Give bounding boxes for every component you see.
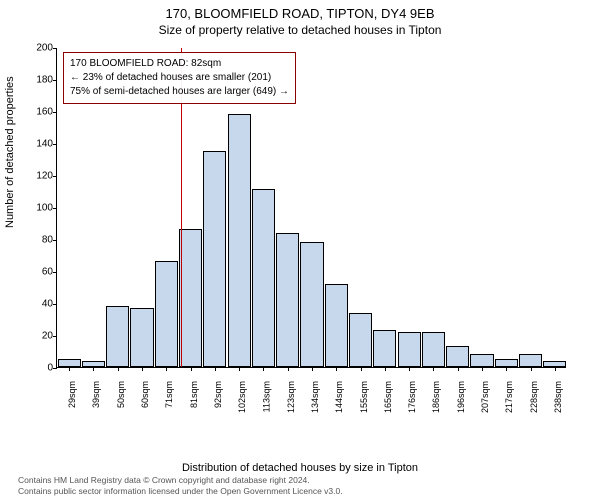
x-tick-mark xyxy=(506,367,507,371)
y-tick-label: 20 xyxy=(25,331,53,342)
x-axis-label: Distribution of detached houses by size … xyxy=(0,462,600,474)
y-tick-mark xyxy=(53,144,57,145)
histogram-bar xyxy=(422,332,445,367)
x-tick-mark xyxy=(482,367,483,371)
y-tick-mark xyxy=(53,208,57,209)
y-tick-label: 200 xyxy=(25,43,53,54)
y-tick-label: 120 xyxy=(25,171,53,182)
x-tick-mark xyxy=(93,367,94,371)
x-tick-label: 29sqm xyxy=(67,381,77,408)
x-tick-label: 217sqm xyxy=(504,381,514,413)
x-tick-label: 113sqm xyxy=(261,381,271,412)
x-tick-label: 228sqm xyxy=(529,381,539,413)
x-tick-mark xyxy=(239,367,240,371)
histogram-bar xyxy=(349,313,372,367)
x-tick-mark xyxy=(288,367,289,371)
plot-area: 02040608010012014016018020029sqm39sqm50s… xyxy=(56,48,566,368)
x-tick-mark xyxy=(118,367,119,371)
x-tick-mark xyxy=(263,367,264,371)
x-tick-label: 60sqm xyxy=(140,381,150,408)
y-tick-mark xyxy=(53,368,57,369)
x-tick-mark xyxy=(336,367,337,371)
y-tick-label: 160 xyxy=(25,107,53,118)
histogram-bar xyxy=(106,306,129,367)
x-tick-mark xyxy=(69,367,70,371)
x-tick-label: 165sqm xyxy=(383,381,393,413)
footer-line-1: Contains HM Land Registry data © Crown c… xyxy=(18,475,343,486)
footer-attribution: Contains HM Land Registry data © Crown c… xyxy=(18,475,343,497)
y-tick-mark xyxy=(53,48,57,49)
x-tick-mark xyxy=(166,367,167,371)
y-tick-mark xyxy=(53,112,57,113)
x-tick-label: 144sqm xyxy=(334,381,344,413)
y-tick-mark xyxy=(53,240,57,241)
info-box-line: 170 BLOOMFIELD ROAD: 82sqm xyxy=(70,57,289,71)
y-tick-mark xyxy=(53,80,57,81)
x-tick-label: 196sqm xyxy=(456,381,466,413)
x-tick-label: 155sqm xyxy=(359,381,369,413)
x-tick-label: 92sqm xyxy=(213,381,223,408)
x-tick-label: 123sqm xyxy=(286,381,296,413)
y-tick-mark xyxy=(53,272,57,273)
histogram-bar xyxy=(373,330,396,367)
x-tick-mark xyxy=(142,367,143,371)
histogram-bar xyxy=(446,346,469,367)
page-title: 170, BLOOMFIELD ROAD, TIPTON, DY4 9EB xyxy=(0,0,600,21)
histogram-bar xyxy=(252,189,275,367)
x-tick-mark xyxy=(385,367,386,371)
x-tick-label: 102sqm xyxy=(237,381,247,413)
histogram-bar xyxy=(203,151,226,367)
y-tick-label: 100 xyxy=(25,203,53,214)
x-tick-label: 176sqm xyxy=(407,381,417,413)
x-tick-label: 50sqm xyxy=(116,381,126,408)
page-subtitle: Size of property relative to detached ho… xyxy=(0,21,600,37)
x-tick-mark xyxy=(409,367,410,371)
info-box-line: ← 23% of detached houses are smaller (20… xyxy=(70,71,289,85)
x-tick-label: 134sqm xyxy=(310,381,320,413)
x-tick-mark xyxy=(361,367,362,371)
y-tick-label: 180 xyxy=(25,75,53,86)
info-box-line: 75% of semi-detached houses are larger (… xyxy=(70,85,289,99)
x-tick-label: 207sqm xyxy=(480,381,490,413)
footer-line-2: Contains public sector information licen… xyxy=(18,486,343,497)
histogram-bar xyxy=(470,354,493,367)
x-tick-label: 39sqm xyxy=(91,381,101,408)
y-tick-label: 60 xyxy=(25,267,53,278)
x-tick-mark xyxy=(458,367,459,371)
histogram-bar xyxy=(58,359,81,367)
histogram-bar xyxy=(519,354,542,367)
chart-container: 02040608010012014016018020029sqm39sqm50s… xyxy=(56,48,566,408)
histogram-bar xyxy=(179,229,202,367)
x-tick-mark xyxy=(215,367,216,371)
histogram-bar xyxy=(495,359,518,367)
x-tick-mark xyxy=(531,367,532,371)
histogram-bar xyxy=(300,242,323,367)
y-tick-label: 140 xyxy=(25,139,53,150)
histogram-bar xyxy=(276,233,299,367)
x-tick-label: 71sqm xyxy=(164,381,174,408)
y-tick-label: 80 xyxy=(25,235,53,246)
x-tick-label: 238sqm xyxy=(553,381,563,413)
y-axis-label: Number of detached properties xyxy=(4,76,16,228)
x-tick-mark xyxy=(312,367,313,371)
info-box: 170 BLOOMFIELD ROAD: 82sqm← 23% of detac… xyxy=(63,52,296,104)
y-tick-mark xyxy=(53,304,57,305)
y-tick-mark xyxy=(53,176,57,177)
histogram-bar xyxy=(228,114,251,367)
histogram-bar xyxy=(130,308,153,367)
y-tick-label: 40 xyxy=(25,299,53,310)
y-tick-label: 0 xyxy=(25,363,53,374)
x-tick-label: 81sqm xyxy=(189,381,199,408)
histogram-bar xyxy=(155,261,178,367)
x-tick-mark xyxy=(191,367,192,371)
x-tick-mark xyxy=(555,367,556,371)
x-tick-label: 186sqm xyxy=(431,381,441,413)
histogram-bar xyxy=(398,332,421,367)
y-tick-mark xyxy=(53,336,57,337)
histogram-bar xyxy=(325,284,348,367)
x-tick-mark xyxy=(433,367,434,371)
